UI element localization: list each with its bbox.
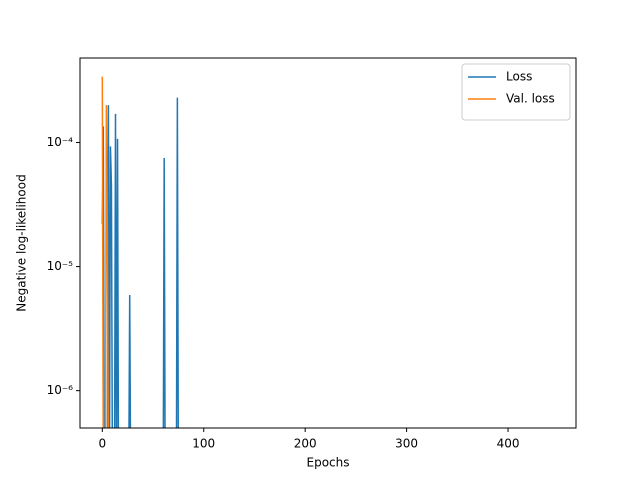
x-tick-label: 300: [395, 437, 418, 451]
plot-area: [101, 76, 179, 428]
y-tick-label: 10⁻⁵: [47, 259, 74, 273]
y-tick-label: 10⁻⁴: [47, 135, 74, 149]
x-tick-label: 400: [497, 437, 520, 451]
legend-label: Val. loss: [506, 92, 555, 106]
x-tick-label: 0: [98, 437, 106, 451]
legend-box: [461, 63, 571, 121]
axes-frame: [79, 57, 577, 429]
legend-label: Loss: [506, 70, 532, 84]
series-line: [101, 97, 179, 428]
x-axis-label: Epochs: [307, 456, 350, 470]
y-axis-label: Negative log-likelihood: [15, 174, 29, 311]
series-line: [101, 76, 109, 428]
x-tick-label: 100: [192, 437, 215, 451]
x-tick-label: 200: [294, 437, 317, 451]
y-tick-label: 10⁻⁶: [47, 383, 74, 397]
